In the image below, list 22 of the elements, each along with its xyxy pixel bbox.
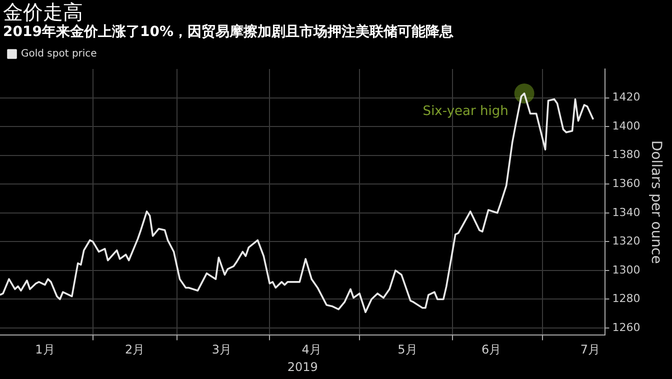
x-axis-title: 2019 xyxy=(287,360,318,374)
x-tick-label: 7月 xyxy=(580,342,600,357)
y-axis-title: Dollars per ounce xyxy=(648,140,664,264)
y-tick-label: 1360 xyxy=(612,176,640,190)
x-tick-label: 3月 xyxy=(212,342,232,357)
y-tick-label: 1300 xyxy=(612,263,640,276)
y-tick-label: 1260 xyxy=(612,320,640,334)
x-tick-label: 1月 xyxy=(35,342,55,357)
annotation: Six-year high xyxy=(422,104,508,119)
x-tick-label: 6月 xyxy=(482,342,502,357)
y-tick-label: 1320 xyxy=(612,234,640,248)
chart-subtitle: 2019年来金价上涨了10%，因贸易摩擦加剧且市场押注美联储可能降息 xyxy=(2,23,454,41)
x-tick-label: 2月 xyxy=(125,342,145,357)
legend-label: Gold spot price xyxy=(21,48,97,60)
x-tick-label: 4月 xyxy=(302,342,322,357)
y-tick-label: 1380 xyxy=(612,148,640,162)
y-tick-label: 1340 xyxy=(612,206,640,219)
chart-title: 金价走高 xyxy=(2,0,84,24)
y-tick-label: 1400 xyxy=(612,119,640,132)
x-tick-label: 5月 xyxy=(398,342,418,357)
y-tick-label: 1280 xyxy=(612,292,640,306)
y-tick-label: 1420 xyxy=(612,90,640,104)
